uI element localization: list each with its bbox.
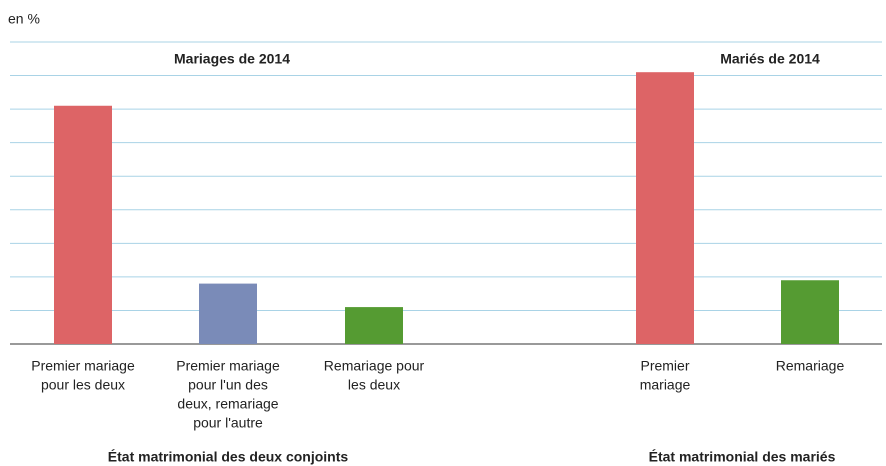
unit-label: en %	[8, 11, 40, 27]
group-title: Mariages de 2014	[174, 51, 290, 67]
x-tick-label: pour l'un des	[188, 377, 268, 393]
bar	[199, 283, 257, 344]
bar	[636, 72, 694, 344]
x-tick-label: Premier mariage	[31, 358, 135, 374]
x-tick-label: Premier	[640, 358, 689, 374]
x-tick-label: les deux	[348, 377, 400, 393]
axis-label: État matrimonial des deux conjoints	[108, 449, 349, 465]
x-tick-label: pour les deux	[41, 377, 125, 393]
x-tick-label: deux, remariage	[177, 396, 278, 412]
bar	[781, 280, 839, 344]
axis-label: État matrimonial des mariés	[649, 449, 836, 465]
x-tick-label: Remariage	[776, 358, 845, 374]
bar	[345, 307, 403, 344]
group-title: Mariés de 2014	[720, 51, 820, 67]
x-tick-label: mariage	[640, 377, 691, 393]
bar	[54, 105, 112, 344]
x-tick-label: Premier mariage	[176, 358, 280, 374]
x-tick-label: pour l'autre	[193, 415, 263, 431]
x-tick-label: Remariage pour	[324, 358, 425, 374]
